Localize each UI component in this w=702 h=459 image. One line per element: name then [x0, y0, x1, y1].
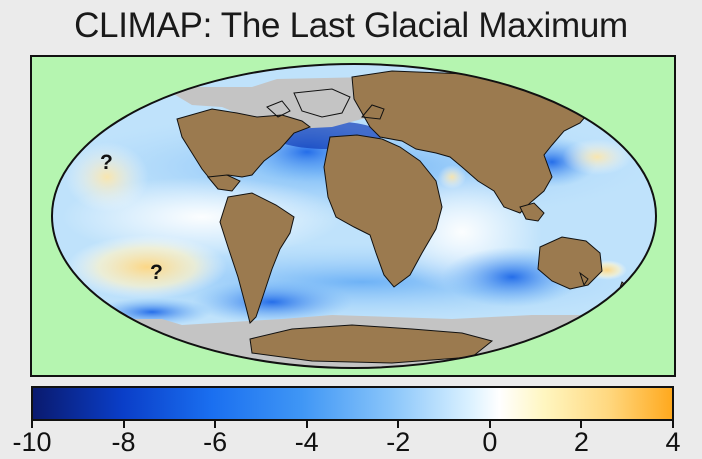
map-frame: ? ? — [30, 55, 676, 377]
antarctica — [249, 324, 494, 364]
africa — [323, 134, 443, 288]
south-america — [219, 192, 295, 324]
colorbar-tick-label: 0 — [482, 427, 498, 457]
uncertainty-marker: ? — [100, 151, 113, 174]
colorbar-tick-label: -6 — [203, 427, 228, 457]
colorbar-tick-label: -4 — [294, 427, 319, 457]
colorbar-tick — [305, 421, 308, 428]
southeast-asia — [519, 202, 545, 222]
colorbar-tick — [122, 421, 125, 428]
colorbar-tick — [488, 421, 491, 428]
colorbar-tick — [580, 421, 583, 428]
colorbar-tick — [672, 421, 674, 428]
colorbar-tick — [397, 421, 400, 428]
colorbar-tick — [214, 421, 217, 428]
colorbar-tick-label: 2 — [573, 427, 589, 457]
australia — [537, 236, 603, 290]
north-america — [176, 108, 312, 180]
colorbar — [31, 386, 674, 421]
colorbar-tick-label: 4 — [665, 427, 681, 457]
central-america — [207, 174, 241, 192]
globe-outline — [51, 63, 657, 369]
world-map: ? ? — [51, 63, 657, 369]
map-title: CLIMAP: The Last Glacial Maximum — [74, 6, 628, 45]
ocean-temperature-field — [52, 64, 656, 368]
colorbar-tick-label: -2 — [386, 427, 411, 457]
uncertainty-marker: ? — [150, 261, 163, 284]
colorbar-tick — [31, 421, 33, 428]
colorbar-tick-label: -8 — [111, 427, 136, 457]
colorbar-tick-label: -10 — [12, 427, 52, 457]
